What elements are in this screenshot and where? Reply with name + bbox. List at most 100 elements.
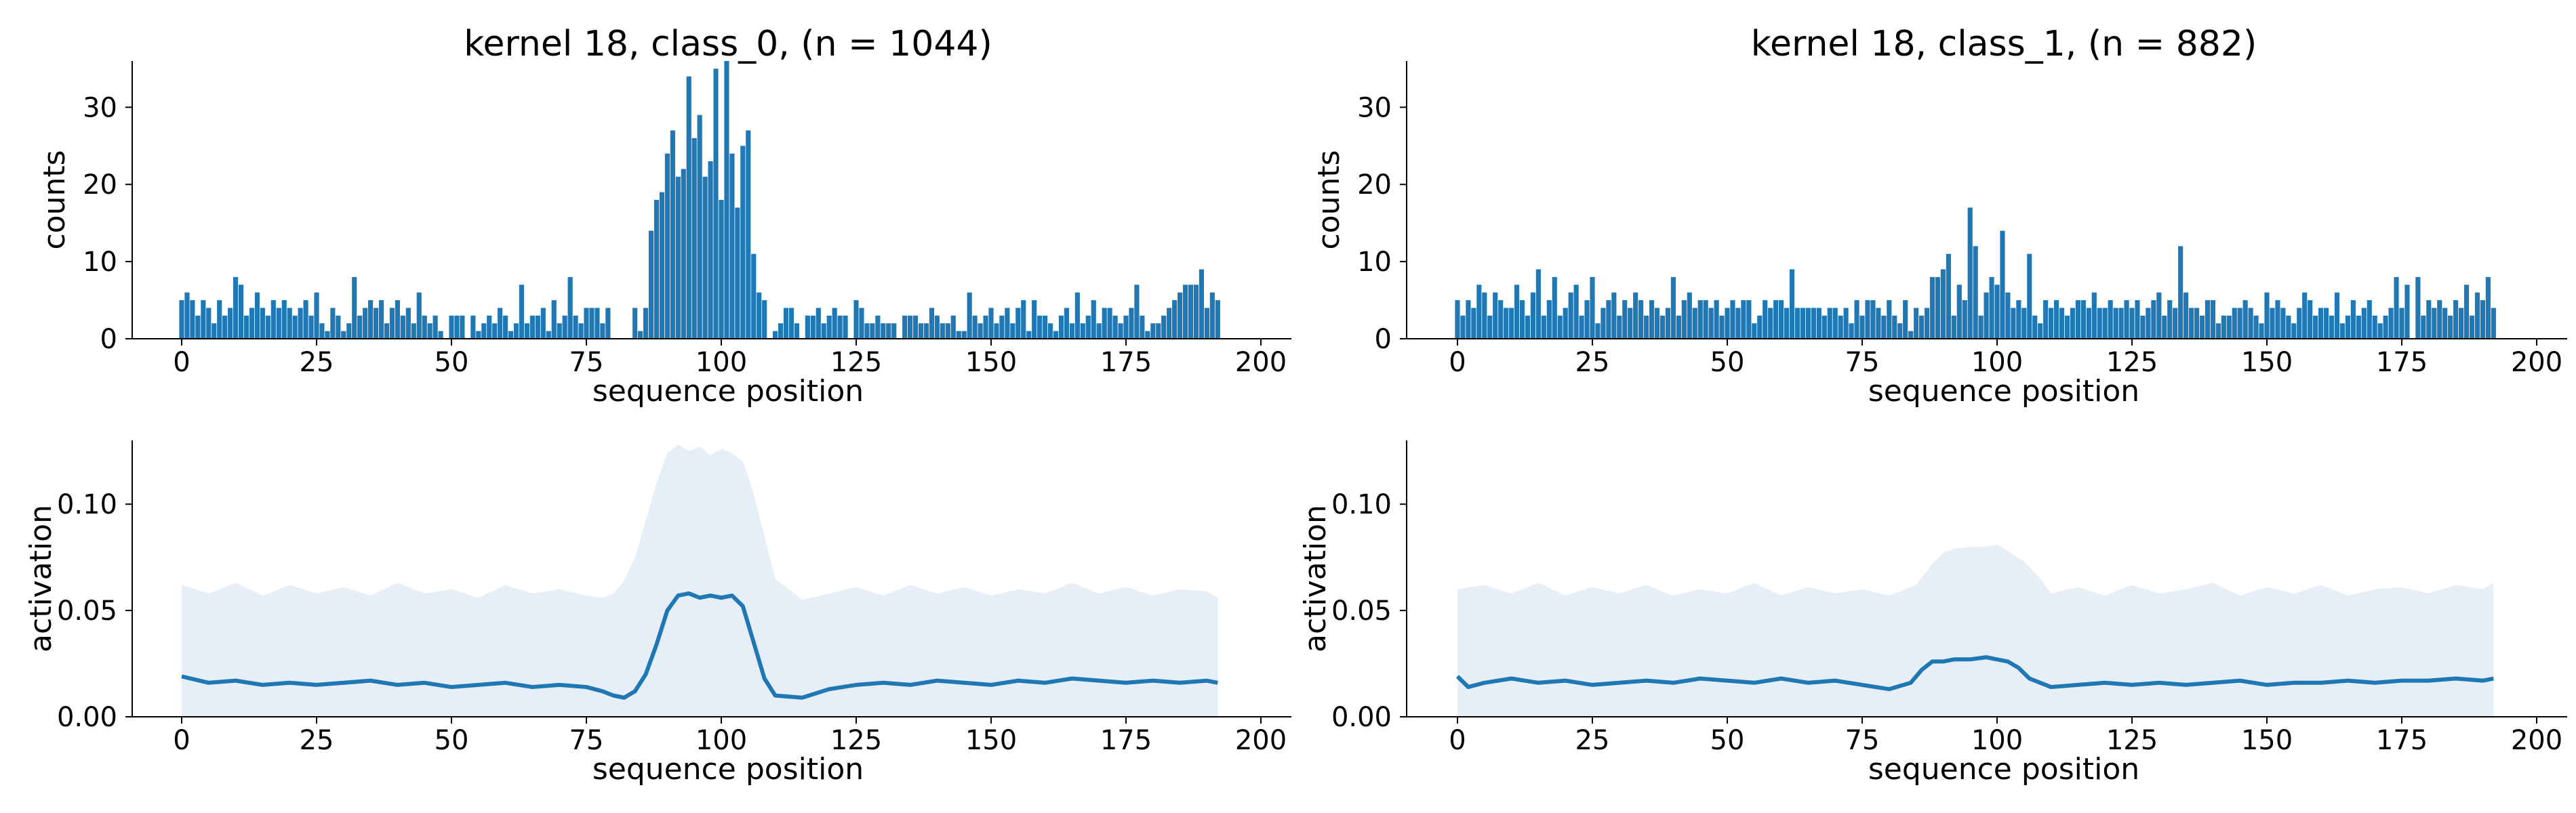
bar: [1460, 315, 1466, 339]
bar: [1096, 323, 1102, 339]
bar: [2485, 276, 2491, 339]
bar: [1043, 315, 1048, 339]
bar: [1498, 300, 1504, 339]
bar: [2313, 315, 2318, 339]
bar: [578, 323, 584, 339]
bar: [1074, 292, 1080, 339]
bar: [1628, 308, 1633, 339]
bar: [724, 61, 729, 339]
activation-band: [1457, 544, 2494, 717]
bar: [653, 200, 660, 339]
bar: [1918, 315, 1925, 339]
bar: [2242, 300, 2248, 339]
bar: [1058, 315, 1064, 339]
bar: [972, 315, 978, 339]
x-axis-label: sequence position: [1868, 752, 2139, 787]
bar: [2302, 292, 2308, 339]
y-tick-label: 20: [83, 169, 117, 201]
x-tick-label: 150: [965, 347, 1017, 378]
bar: [1546, 300, 1552, 339]
bar: [891, 323, 897, 339]
bar: [1601, 308, 1606, 339]
bar: [2124, 300, 2129, 339]
bar: [719, 200, 724, 339]
bar: [605, 308, 611, 339]
bar: [2086, 308, 2091, 339]
bar: [1989, 276, 1994, 339]
bar: [2016, 300, 2021, 339]
bar: [1471, 308, 1476, 339]
bar: [1579, 315, 1584, 339]
bar: [740, 146, 746, 339]
bar: [1929, 276, 1935, 339]
bar: [1984, 292, 1989, 339]
bar: [487, 315, 492, 339]
x-tick-label: 0: [173, 725, 190, 756]
bar: [2318, 308, 2324, 339]
bar: [1519, 300, 1525, 339]
bar: [2151, 300, 2156, 339]
bar: [384, 323, 390, 339]
bar: [2162, 315, 2167, 339]
bar: [1946, 253, 1951, 339]
bar: [2448, 315, 2453, 339]
chart-title: kernel 18, class_0, (n = 1044): [464, 24, 992, 64]
bar: [2291, 323, 2297, 339]
bar: [821, 323, 826, 339]
bar: [826, 315, 832, 339]
bar: [794, 323, 800, 339]
bar: [2053, 300, 2059, 339]
bar: [918, 323, 924, 339]
bar: [2005, 292, 2011, 339]
bar: [589, 308, 595, 339]
bar: [2146, 308, 2151, 339]
bar: [562, 315, 567, 339]
bar: [908, 315, 913, 339]
bar: [276, 308, 281, 339]
bar: [1951, 315, 1956, 339]
bar: [2399, 308, 2404, 339]
bar: [1967, 207, 1973, 339]
x-tick-label: 75: [569, 725, 604, 756]
bar: [1161, 315, 1167, 339]
bar: [1649, 300, 1655, 339]
bar: [638, 331, 643, 339]
bar: [2361, 308, 2367, 339]
bar: [551, 300, 557, 339]
bar: [330, 308, 336, 339]
bar: [2356, 315, 2361, 339]
bar: [2021, 308, 2027, 339]
x-tick-label: 150: [2241, 725, 2293, 756]
x-tick-label: 100: [696, 725, 747, 756]
y-axis-label: counts: [1312, 150, 1346, 249]
bar: [519, 285, 525, 339]
x-tick-label: 175: [1100, 725, 1152, 756]
bar: [2437, 300, 2442, 339]
bar: [1204, 308, 1209, 339]
bar: [454, 315, 460, 339]
x-tick-label: 50: [435, 725, 469, 756]
y-tick-label: 0.00: [1331, 702, 1392, 733]
bar: [1021, 300, 1026, 339]
bar: [912, 315, 919, 339]
bar: [1047, 323, 1053, 339]
bar: [546, 331, 551, 339]
bar: [584, 308, 589, 339]
bar: [929, 308, 935, 339]
bar: [762, 300, 767, 339]
bar: [2070, 308, 2076, 339]
bar: [713, 68, 719, 339]
bar: [1037, 315, 1043, 339]
bar: [1563, 308, 1568, 339]
x-tick-label: 100: [1971, 725, 2023, 756]
bar: [1849, 323, 1854, 339]
chart-panel-1: 0 25 50 75 100 125 150 175 200 0 10 20 30 sequence po…: [37, 24, 1291, 409]
bar: [206, 308, 212, 339]
bar: [2334, 292, 2340, 339]
bar: [1887, 300, 1892, 339]
bar: [988, 308, 994, 339]
bar: [881, 323, 886, 339]
bar: [460, 315, 465, 339]
bar: [2043, 300, 2049, 339]
bar: [945, 323, 950, 339]
